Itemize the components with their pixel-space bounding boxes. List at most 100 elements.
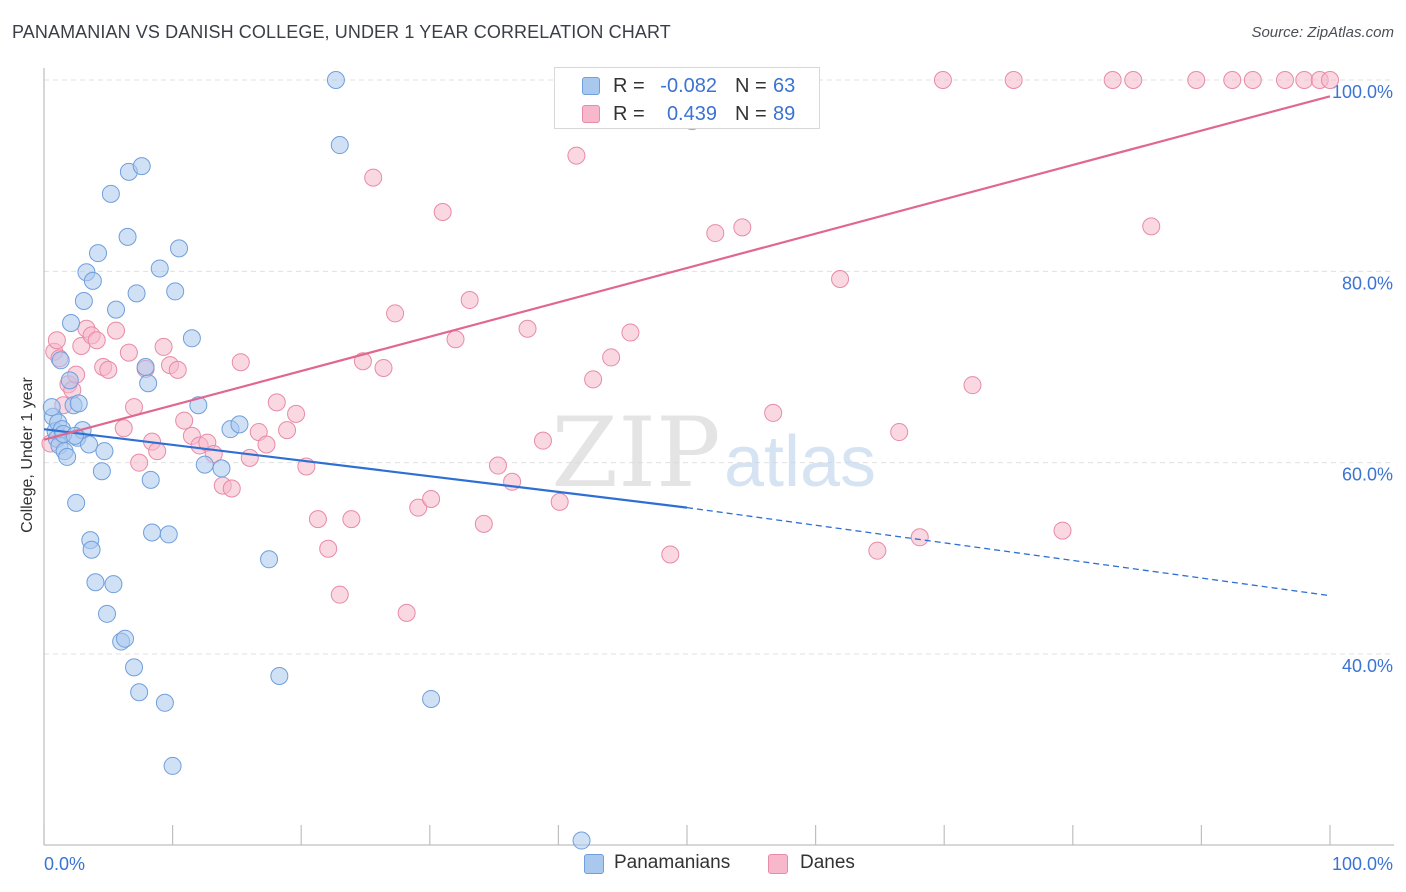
dane-point	[114, 419, 133, 438]
panamanian-point	[118, 227, 137, 246]
legend-r-value: -0.082	[660, 75, 717, 97]
dane-point	[488, 456, 507, 475]
dane-point	[168, 360, 187, 379]
dane-point	[533, 431, 552, 450]
dane-point	[353, 352, 372, 371]
panamanian-trend-line	[43, 428, 688, 509]
legend-row-danes: R = 0.439 N = 89	[555, 101, 819, 129]
panamanian-point	[58, 447, 77, 466]
panamanian-point	[107, 300, 126, 319]
panamanian-point	[83, 271, 102, 290]
dane-trend-line	[43, 95, 1331, 441]
panamanian-point	[80, 435, 99, 454]
dane-point	[1295, 71, 1314, 89]
dane-point	[308, 510, 327, 529]
dane-point	[1142, 217, 1161, 236]
panamanian-point	[60, 371, 79, 390]
dane-point	[518, 319, 537, 338]
dane-point	[374, 358, 393, 377]
panamanian-point	[130, 683, 149, 702]
dane-point	[1223, 71, 1242, 89]
dane-point	[550, 492, 569, 511]
dane-point	[99, 360, 118, 379]
dane-point	[1321, 71, 1339, 89]
dane-point	[319, 539, 338, 558]
panamanian-point	[116, 629, 135, 648]
dane-point	[764, 403, 783, 422]
panamanian-point	[67, 493, 86, 512]
dane-point	[175, 411, 194, 430]
legend-swatch-panamanians	[582, 77, 600, 95]
dane-point	[409, 498, 428, 517]
dane-point	[890, 423, 909, 442]
panamanian-point	[572, 831, 591, 850]
dane-point	[257, 435, 276, 454]
legend-label-danes: Danes	[800, 852, 855, 873]
panamanian-point	[326, 71, 345, 89]
panamanian-point	[69, 394, 88, 413]
dane-point	[278, 421, 297, 440]
dane-point	[661, 545, 680, 564]
legend-swatch-danes	[582, 105, 600, 123]
dane-point	[287, 404, 306, 423]
dane-point	[267, 393, 286, 412]
dane-point	[119, 343, 138, 362]
dane-point	[706, 224, 725, 243]
panamanian-point	[330, 136, 349, 155]
panamanian-point	[212, 459, 231, 478]
panamanian-point	[101, 184, 120, 203]
dane-point	[602, 348, 621, 367]
panamanian-point	[127, 284, 146, 303]
dane-point	[584, 370, 603, 389]
panamanian-point	[189, 396, 208, 415]
dane-point	[148, 442, 167, 461]
y-tick-label: 100.0%	[1332, 82, 1393, 102]
dane-point	[1124, 71, 1143, 89]
legend-n-value: 63	[773, 75, 796, 97]
legend-n-value: 89	[773, 103, 796, 125]
panamanian-point	[42, 398, 61, 417]
panamanian-point	[104, 575, 123, 594]
dane-point	[1243, 71, 1262, 89]
panamanian-point	[270, 667, 289, 686]
dane-point	[342, 510, 361, 529]
dane-point	[107, 321, 126, 340]
panamanian-point	[95, 442, 114, 461]
dane-point	[154, 337, 173, 356]
dane-point	[831, 269, 850, 288]
dane-point	[1275, 71, 1294, 89]
legend-n-label: N =	[735, 103, 767, 125]
legend-n-label: N =	[735, 75, 767, 97]
panamanian-point	[125, 658, 144, 677]
y-tick-label: 60.0%	[1342, 465, 1393, 485]
dane-point	[933, 71, 952, 89]
panamanian-point	[82, 540, 101, 559]
dane-point	[47, 331, 66, 350]
dane-point	[1187, 71, 1206, 89]
dane-point	[446, 330, 465, 349]
dane-point	[397, 603, 416, 622]
panamanian-point	[51, 351, 70, 370]
dane-point	[240, 448, 259, 467]
panamanian-point	[86, 573, 105, 592]
legend-swatch-panamanians	[584, 854, 604, 874]
panamanian-point	[74, 291, 93, 310]
panamanian-point	[132, 157, 151, 176]
panamanian-trend-extension	[686, 506, 1331, 597]
dane-point	[222, 479, 241, 498]
dane-point	[910, 528, 929, 547]
dane-point	[433, 203, 452, 222]
y-tick-label: 40.0%	[1342, 656, 1393, 676]
legend-r-value: 0.439	[666, 103, 717, 125]
panamanian-point	[170, 239, 189, 258]
x-tick-label: 0.0%	[44, 854, 85, 874]
panamanian-point	[260, 550, 279, 569]
panamanian-point	[98, 604, 117, 623]
dane-point	[733, 218, 752, 237]
dane-point	[87, 331, 106, 350]
panamanian-point	[195, 455, 214, 474]
stats-legend: R = -0.082 N = 63 R = 0.439 N = 89	[554, 67, 820, 129]
panamanian-point	[182, 329, 201, 348]
dane-point	[1053, 521, 1072, 540]
panamanian-point	[89, 244, 108, 263]
